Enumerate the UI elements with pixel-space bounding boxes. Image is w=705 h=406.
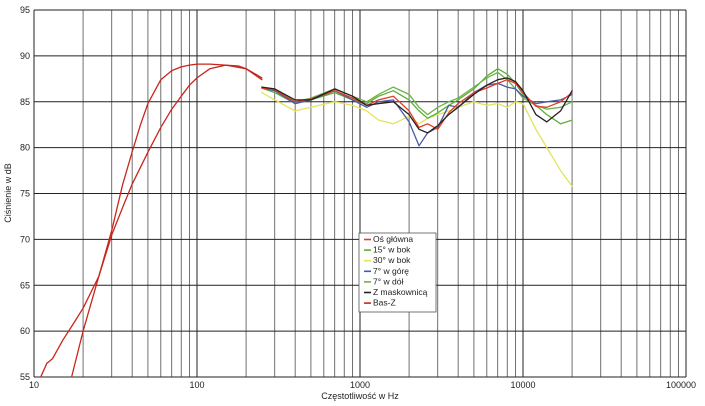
legend-entry-label: Oś główna	[373, 234, 413, 244]
y-tick-label: 75	[20, 189, 30, 199]
y-tick-label: 70	[20, 234, 30, 244]
y-axis-title: Ciśnienie w dB	[3, 163, 13, 223]
y-tick-label: 90	[20, 51, 30, 61]
y-tick-label: 95	[20, 5, 30, 15]
series-line-6	[40, 64, 263, 378]
y-tick-label: 55	[20, 372, 30, 382]
legend-entry-label: 7° w dół	[373, 276, 403, 286]
legend-box	[358, 232, 437, 313]
x-axis-title: Częstotliwość w Hz	[321, 391, 399, 401]
y-tick-label: 65	[20, 280, 30, 290]
series-line-5	[261, 77, 573, 134]
legend-entry-label: 15° w bok	[373, 245, 411, 255]
x-tick-label: 100000	[666, 380, 696, 390]
series-line-bas-z-secondary	[70, 63, 263, 378]
y-tick-label: 60	[20, 326, 30, 336]
legend-entry-label: Bas-Z	[373, 298, 396, 308]
x-tick-label: 10	[29, 380, 39, 390]
y-tick-label: 80	[20, 143, 30, 153]
x-tick-label: 1000	[350, 380, 370, 390]
legend-entry-label: Z maskownicą	[373, 287, 428, 297]
x-tick-label: 10000	[510, 380, 535, 390]
y-tick-labels: 55 60 65 70 75 80 85 90 95	[20, 5, 30, 382]
y-tick-label: 85	[20, 97, 30, 107]
x-tick-labels: 10 100 1000 10000 100000	[29, 380, 696, 390]
major-grid	[33, 9, 687, 378]
legend-entry-label: 30° w bok	[373, 255, 411, 265]
series-line-2	[261, 91, 573, 187]
series-line-0	[261, 79, 573, 130]
series-layer	[40, 63, 573, 378]
legend-entry-label: 7° w górę	[373, 266, 409, 276]
x-tick-label: 100	[189, 380, 204, 390]
series-line-1	[261, 68, 573, 125]
